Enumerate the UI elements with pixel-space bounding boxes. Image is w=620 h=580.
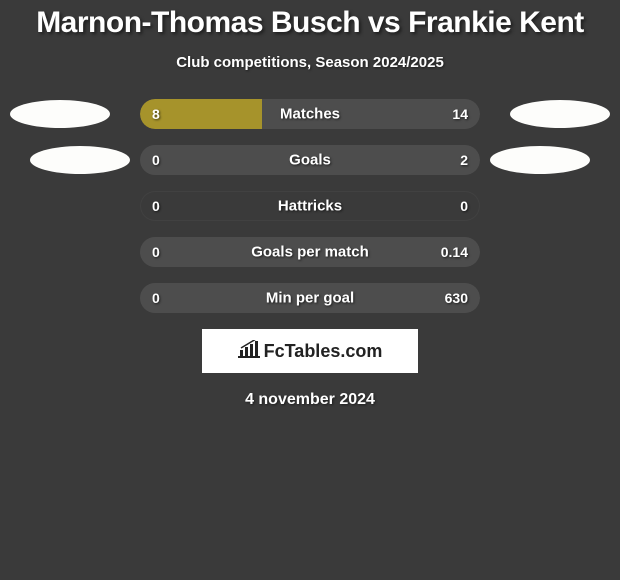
stat-label: Goals (289, 152, 331, 169)
stat-row: 0 0 Hattricks (0, 191, 620, 221)
stat-label: Matches (280, 106, 340, 123)
stat-value-right: 2 (460, 152, 468, 168)
stat-bar: 0 0.14 Goals per match (140, 237, 480, 267)
date-text: 4 november 2024 (0, 391, 620, 409)
stat-row: 0 2 Goals (0, 145, 620, 175)
stat-label: Goals per match (251, 244, 369, 261)
stat-label: Hattricks (278, 198, 342, 215)
logo-box: FcTables.com (202, 329, 418, 373)
stat-row: 8 14 Matches (0, 99, 620, 129)
stat-value-right: 0 (460, 198, 468, 214)
stat-value-left: 0 (152, 152, 160, 168)
stat-bar: 0 0 Hattricks (140, 191, 480, 221)
stat-value-left: 0 (152, 198, 160, 214)
stat-value-right: 14 (452, 106, 468, 122)
logo-text: FcTables.com (264, 341, 383, 362)
stat-row: 0 630 Min per goal (0, 283, 620, 313)
player-ellipse-right (490, 146, 590, 174)
subtitle: Club competitions, Season 2024/2025 (0, 54, 620, 71)
stat-value-right: 0.14 (441, 244, 468, 260)
comparison-chart: Marnon-Thomas Busch vs Frankie Kent Club… (0, 0, 620, 409)
stat-row: 0 0.14 Goals per match (0, 237, 620, 267)
stat-value-left: 0 (152, 244, 160, 260)
stat-label: Min per goal (266, 290, 354, 307)
player-ellipse-left (10, 100, 110, 128)
page-title: Marnon-Thomas Busch vs Frankie Kent (0, 6, 620, 40)
stat-bar: 8 14 Matches (140, 99, 480, 129)
stat-value-left: 8 (152, 106, 160, 122)
logo: FcTables.com (238, 340, 383, 363)
player-ellipse-right (510, 100, 610, 128)
stat-rows: 8 14 Matches 0 2 Goals 0 0 Hattricks 0 0.14 Goals p… (0, 99, 620, 313)
stat-value-right: 630 (445, 290, 468, 306)
stat-value-left: 0 (152, 290, 160, 306)
player-ellipse-left (30, 146, 130, 174)
logo-chart-icon (238, 340, 260, 363)
stat-bar: 0 630 Min per goal (140, 283, 480, 313)
stat-bar: 0 2 Goals (140, 145, 480, 175)
